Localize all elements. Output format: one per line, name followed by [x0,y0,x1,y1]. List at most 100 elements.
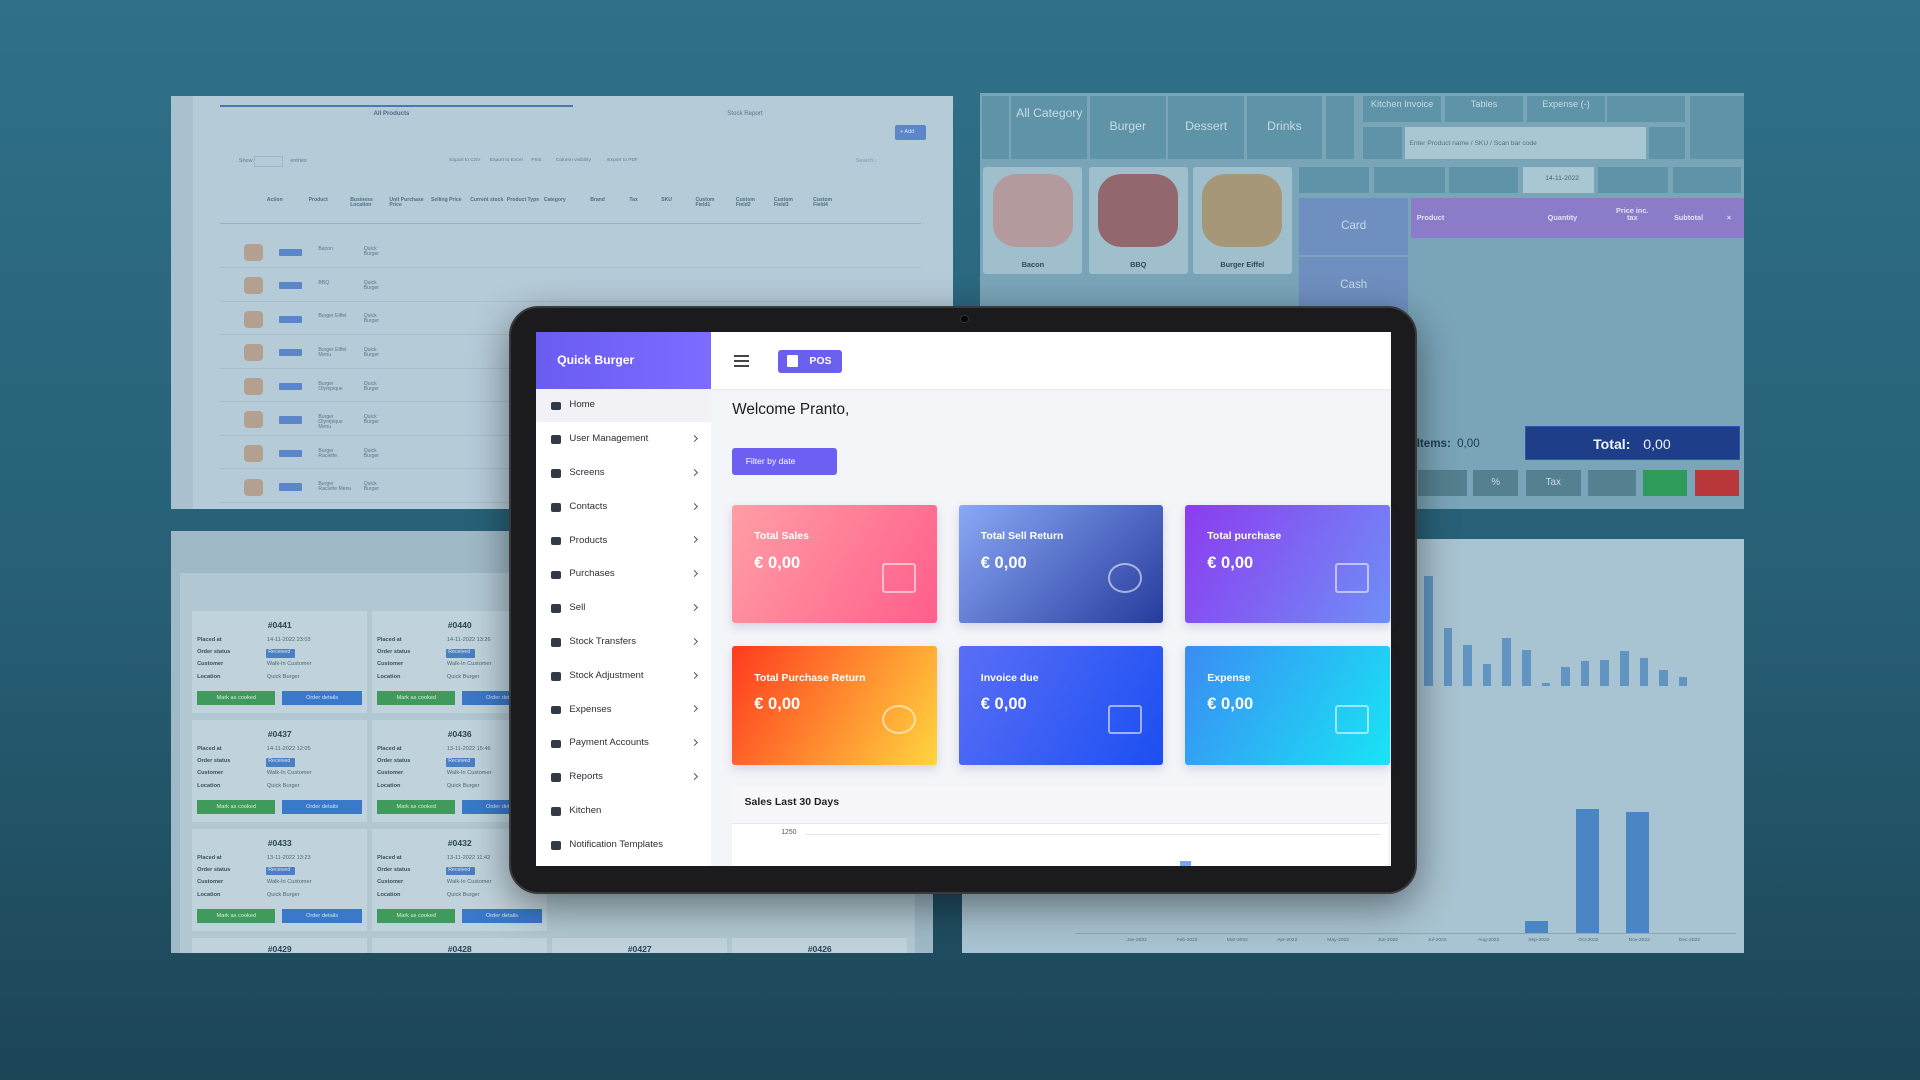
cook-button-label[interactable]: Mark as cooked [396,803,437,810]
top-button-label: Kitchen Invoice [1370,99,1434,110]
cook-button[interactable] [197,799,276,815]
month-label: Jul-2022 [1427,938,1447,944]
menu-icon [551,739,561,749]
column-header: Selling Price [431,197,462,204]
details-button[interactable] [281,799,363,815]
details-button[interactable] [281,908,363,924]
order-number: #0436 [447,728,472,739]
cook-button[interactable] [377,908,456,924]
menu-item[interactable]: Stock Adjustment [569,669,644,681]
cook-button[interactable] [377,690,456,706]
menu-item[interactable]: Reports [569,771,603,783]
order-field-label: Location [197,673,221,680]
menu-item[interactable]: Expenses [569,703,612,715]
stat-value: € 0,00 [754,695,801,714]
details-button-label[interactable]: Order details [485,912,518,919]
column-header: Custom Field2 [735,197,755,209]
menu-item[interactable]: Products [569,534,608,546]
filter-button-label[interactable]: Filter by date [745,455,796,466]
y-tick-label: 1250 [781,829,797,837]
chart-bar [1659,669,1668,686]
order-field-value: Walk-In Customer [446,661,492,668]
stat-icon [1334,563,1369,593]
order-field-label: Order status [197,867,231,874]
product-thumb [243,445,264,463]
show-select [253,155,283,167]
cook-button-label[interactable]: Mark as cooked [396,694,437,701]
payment-label: Card [1341,219,1367,233]
product-location: Quick Burger [363,414,379,426]
filter-button[interactable] [732,448,838,476]
order-field-label: Placed at [197,745,222,752]
cook-button-label[interactable]: Mark as cooked [396,912,437,919]
cook-button[interactable] [197,908,276,924]
details-button-label[interactable]: Order details [485,694,518,701]
month-label: Aug-2022 [1478,938,1500,944]
details-button-label[interactable]: Order details [305,803,338,810]
product-location: Quick Burger [363,246,379,258]
order-field-label: Customer [377,661,404,668]
order-number: #0426 [807,944,832,955]
menu-item[interactable]: Home [569,399,595,411]
chart-bar [1443,628,1453,686]
tool-button [1448,166,1519,194]
menu-item[interactable]: User Management [569,433,649,445]
product-name: Burger Olympique Menu [318,414,343,431]
stat-title: Expense [1207,671,1251,684]
order-field-value: Quick Burger [266,782,300,789]
cook-button[interactable] [197,690,276,706]
top-button-label: Expense (-) [1542,99,1590,110]
menu-icon [551,604,561,613]
month-label: Nov-2022 [1628,938,1650,944]
tool-button [1373,166,1445,194]
menu-item[interactable]: Payment Accounts [569,737,649,749]
product-thumb [243,310,264,328]
menu-item[interactable]: Kitchen [569,805,602,816]
pos-button-label[interactable]: POS [809,355,832,368]
action-bar-button [1525,470,1581,496]
details-button[interactable] [281,690,363,706]
status-label: Received [448,649,471,656]
top-button [1526,95,1606,123]
details-button-label[interactable]: Order details [305,912,338,919]
column-header: Business Location [350,197,373,209]
details-button[interactable] [461,908,543,924]
menu-icon [551,672,561,681]
payment-button [1299,198,1409,255]
menu-icon [551,773,561,782]
export-button: Column visibility [555,158,591,164]
details-button-label[interactable]: Order details [305,694,338,701]
stat-icon [1334,704,1369,735]
menu-item[interactable]: Contacts [569,500,608,512]
month-label: Mar-2022 [1226,938,1248,944]
entries-label: entries [290,158,307,165]
menu-item[interactable]: Purchases [569,568,615,580]
order-field-label: Order status [377,649,411,656]
menu-icon [551,536,561,546]
menu-item[interactable]: Screens [569,467,605,478]
order-field-label: Customer [197,770,224,777]
cook-button-label[interactable]: Mark as cooked [216,803,257,810]
sales-bar [1180,860,1192,866]
menu-item[interactable]: Notification Templates [569,838,664,850]
menu-icon [551,841,561,850]
details-button-label[interactable]: Order details [485,803,518,810]
menu-icon [551,401,561,411]
category-label: All Category [1016,105,1083,120]
product-thumb [243,344,264,362]
total-label: Total: [1593,436,1631,453]
product-location: Quick Burger [363,347,379,359]
cook-button-label[interactable]: Mark as cooked [216,912,257,919]
chart-bar [1575,809,1600,934]
cook-button-label[interactable]: Mark as cooked [216,694,257,701]
menu-item[interactable]: Sell [569,602,586,614]
cook-button[interactable] [377,799,456,815]
order-field-value: 14-11-2022 13:26 [446,637,491,643]
menu-item[interactable]: Stock Transfers [569,636,637,647]
action-button [279,248,303,256]
product-name: Burger Eiffel Menu [318,347,347,359]
add-product-button [1649,127,1685,160]
order-field-label: Order status [377,867,411,874]
tab: Stock Report [727,110,763,118]
cart-column: Quantity [1547,213,1578,223]
